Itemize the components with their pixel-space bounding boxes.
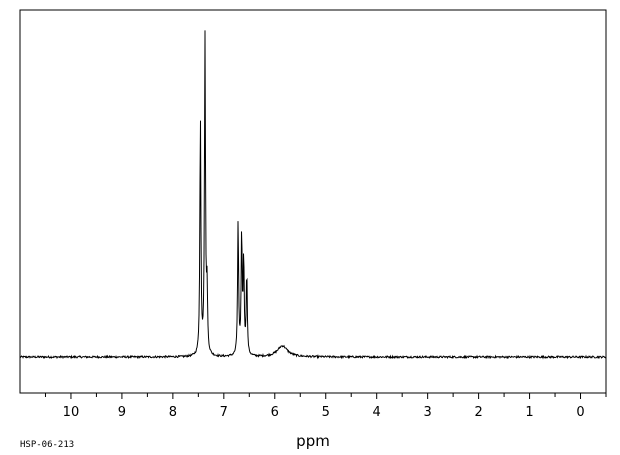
x-tick-label: 2: [474, 405, 482, 420]
x-axis-ticks: [44, 393, 607, 399]
x-tick-label: 10: [63, 405, 80, 420]
spectrum-trace: [19, 30, 607, 360]
x-tick-label: 0: [576, 405, 584, 420]
x-tick-label: 3: [424, 405, 432, 420]
x-tick-label: 9: [118, 405, 126, 420]
x-axis-tick-labels: 10 9 8 7 6 5 4 3 2 1 0: [63, 405, 585, 420]
plot-frame: [19, 9, 607, 394]
sample-id-label: HSP-06-213: [20, 440, 74, 450]
x-axis-title: ppm: [296, 432, 330, 450]
x-tick-label: 6: [271, 405, 279, 420]
x-tick-label: 1: [525, 405, 533, 420]
x-tick-label: 4: [373, 405, 381, 420]
x-tick-label: 5: [322, 405, 330, 420]
x-tick-label: 8: [169, 405, 177, 420]
x-tick-label: 7: [220, 405, 228, 420]
